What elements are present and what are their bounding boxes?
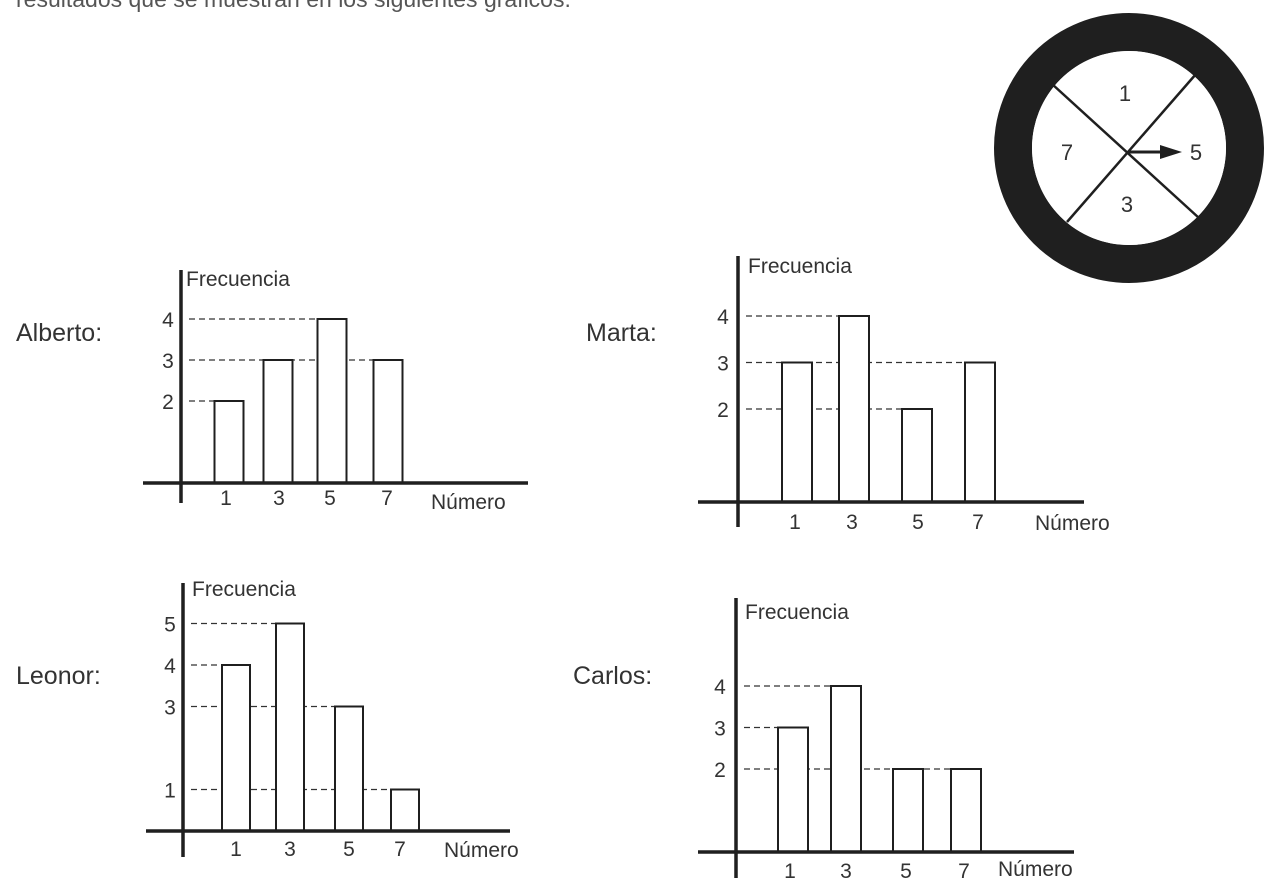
- person-label-marta: Marta:: [586, 319, 657, 347]
- bar: [830, 685, 862, 853]
- y-tick-label: 4: [714, 676, 726, 699]
- bar: [838, 315, 870, 503]
- spinner-face: [1032, 51, 1226, 245]
- y-axis-title: Frecuencia: [748, 255, 852, 278]
- spinner-rim: [994, 13, 1264, 283]
- bar: [372, 359, 404, 484]
- bar-chart: 2 3 4 1 3 5 7 Frecuencia Número: [143, 268, 528, 514]
- bar: [781, 361, 813, 503]
- y-tick-label: 3: [162, 350, 174, 373]
- y-tick-label: 3: [717, 353, 729, 376]
- x-tick-label: 3: [284, 838, 296, 861]
- x-tick-label: 3: [846, 511, 858, 534]
- x-tick-label: 3: [273, 487, 285, 510]
- bar: [901, 408, 933, 503]
- intro-text: resultados que se muestran en los siguie…: [16, 0, 571, 13]
- x-tick-label: 7: [394, 838, 406, 861]
- y-tick-label: 2: [714, 759, 726, 782]
- x-tick-label: 1: [230, 838, 242, 861]
- spinner-sector-label: 1: [1119, 81, 1131, 106]
- x-tick-label: 1: [784, 860, 796, 883]
- y-tick-label: 5: [164, 614, 176, 637]
- y-axis-title: Frecuencia: [745, 601, 849, 624]
- y-tick-label: 4: [162, 309, 174, 332]
- bar-chart: 1 3 4 5 1 3 5 7 Frecuencia Número: [146, 578, 519, 862]
- spinner-sector-label: 7: [1061, 140, 1073, 165]
- bar-chart: 2 3 4 1 3 5 7 Frecuencia Número: [698, 598, 1074, 883]
- person-label-carlos: Carlos:: [573, 662, 653, 690]
- bar: [892, 768, 924, 853]
- person-label-alberto: Alberto:: [16, 319, 103, 347]
- x-tick-label: 3: [840, 860, 852, 883]
- bar: [275, 622, 305, 832]
- bar: [964, 361, 996, 503]
- bar: [221, 664, 251, 832]
- x-tick-label: 5: [912, 511, 924, 534]
- y-tick-label: 4: [717, 306, 729, 329]
- x-axis-title: Número: [444, 839, 519, 862]
- x-tick-label: 1: [789, 511, 801, 534]
- y-tick-label: 3: [714, 718, 726, 741]
- spinner-arrow-icon: [1160, 145, 1182, 159]
- bar-chart: 2 3 4 1 3 5 7 Frecuencia Número: [698, 255, 1110, 535]
- y-tick-label: 2: [717, 399, 729, 422]
- x-axis-title: Número: [1035, 512, 1110, 535]
- bar: [950, 768, 982, 853]
- x-tick-label: 7: [958, 860, 970, 883]
- bar: [390, 788, 420, 832]
- spinner-sector-label: 5: [1190, 140, 1202, 165]
- bar: [213, 400, 245, 484]
- x-tick-label: 5: [324, 487, 336, 510]
- y-tick-label: 3: [164, 697, 176, 720]
- x-axis-title: Número: [431, 491, 506, 514]
- x-axis-title: Número: [998, 858, 1073, 881]
- spinner-sector-label: 3: [1121, 192, 1133, 217]
- y-tick-label: 1: [164, 780, 176, 803]
- bar-charts: 2 3 4 1 3 5 7 Frecuencia Número 2 3 4 1 3 5 7 Frecuencia…: [143, 255, 1110, 883]
- spinner-divider-line: [1066, 73, 1197, 223]
- x-tick-label: 1: [220, 487, 232, 510]
- spinner-divider-line: [1051, 83, 1200, 219]
- bar: [777, 726, 809, 853]
- x-tick-label: 5: [343, 838, 355, 861]
- bar: [334, 705, 364, 832]
- y-tick-label: 2: [162, 391, 174, 414]
- spinner: 1 5 3 7: [994, 13, 1264, 283]
- y-axis-title: Frecuencia: [192, 578, 296, 601]
- x-tick-label: 7: [381, 487, 393, 510]
- y-axis-title: Frecuencia: [186, 268, 290, 291]
- x-tick-label: 5: [900, 860, 912, 883]
- y-tick-label: 4: [164, 655, 176, 678]
- person-label-leonor: Leonor:: [16, 662, 101, 690]
- bar: [316, 318, 348, 484]
- x-tick-label: 7: [972, 511, 984, 534]
- bar: [262, 359, 294, 484]
